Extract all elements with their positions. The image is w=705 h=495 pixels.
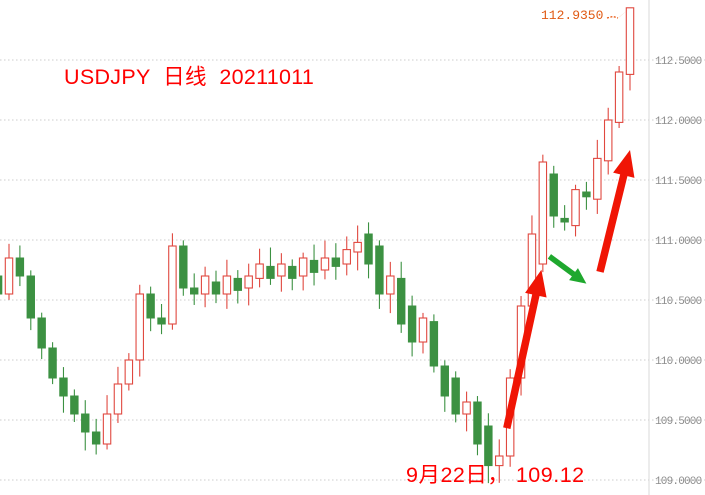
svg-text:109.5000: 109.5000: [655, 416, 702, 428]
svg-text:110.0000: 110.0000: [655, 356, 702, 368]
svg-text:112.0000: 112.0000: [655, 116, 702, 128]
svg-text:111.5000: 111.5000: [655, 176, 702, 188]
svg-text:112.5000: 112.5000: [655, 56, 702, 68]
svg-text:109.0000: 109.0000: [655, 476, 702, 488]
svg-text:110.5000: 110.5000: [655, 296, 702, 308]
svg-text:111.0000: 111.0000: [655, 236, 702, 248]
